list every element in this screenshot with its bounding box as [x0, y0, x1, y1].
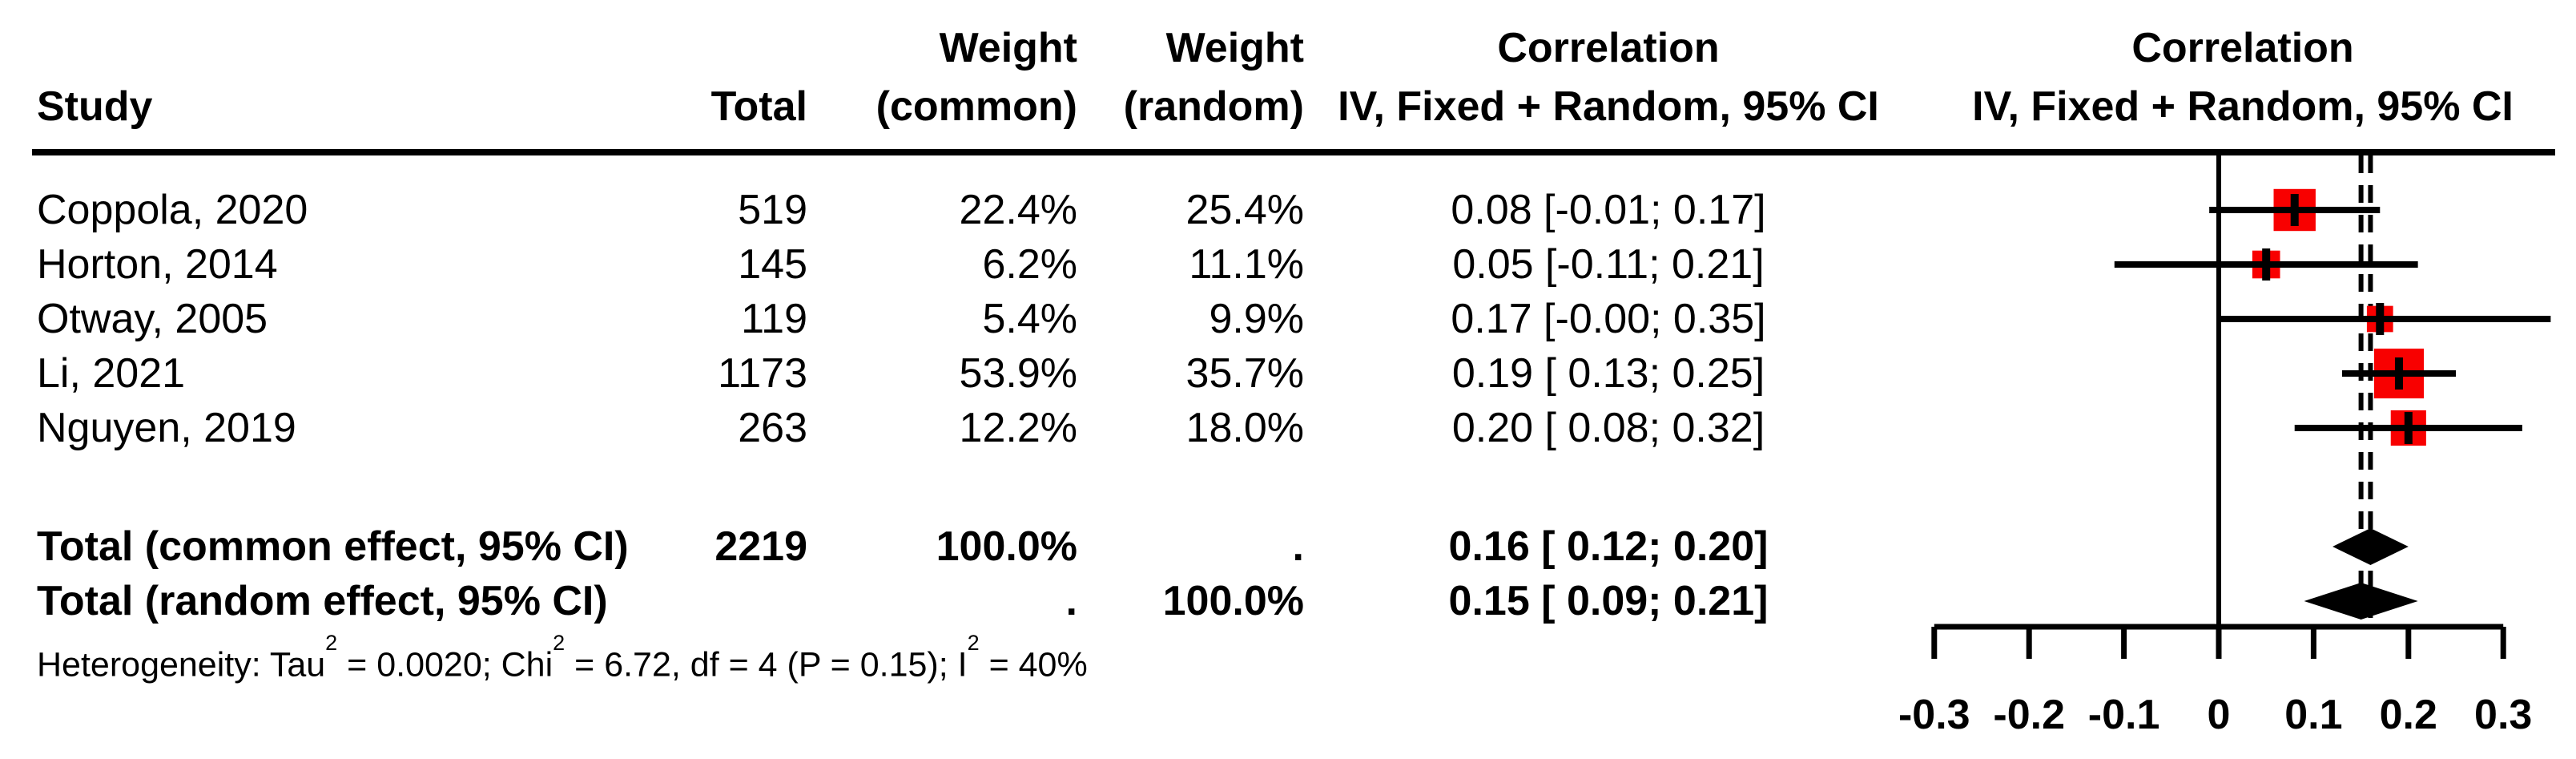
x-axis-tick-label: 0	[2208, 692, 2231, 738]
weight-random-value: 100.0%	[1162, 578, 1304, 624]
superscript-2: 2	[325, 631, 338, 655]
pooled-effect-diamond	[2304, 583, 2418, 620]
column-header-weight-random-top: Weight	[1165, 25, 1304, 71]
column-header-correlation-top: Correlation	[1497, 25, 1720, 71]
study-name: Coppola, 2020	[37, 187, 308, 233]
correlation-ci-text: 0.20 [ 0.08; 0.32]	[1451, 405, 1765, 451]
weight-random-value: 18.0%	[1185, 405, 1304, 451]
superscript-2: 2	[553, 631, 566, 655]
superscript-2: 2	[967, 631, 980, 655]
heterogeneity-note: Heterogeneity: Tau2 = 0.0020; Chi2 = 6.7…	[37, 631, 1088, 684]
heterogeneity-text: Heterogeneity: Tau	[37, 645, 326, 684]
plot-header-correlation-top: Correlation	[2131, 25, 2354, 71]
total-value: 145	[738, 241, 807, 288]
total-value: 2219	[714, 523, 807, 570]
point-estimate-marker	[2394, 357, 2403, 390]
weight-random-value: 35.7%	[1185, 350, 1304, 397]
weight-random-value: 9.9%	[1209, 296, 1304, 342]
x-axis-tick-label: -0.3	[1898, 692, 1970, 738]
weight-common-value: 5.4%	[982, 296, 1077, 342]
column-header-weight-random: (random)	[1123, 83, 1304, 130]
x-axis-tick-label: 0.2	[2380, 692, 2437, 738]
x-axis-tick-label: -0.1	[2088, 692, 2160, 738]
correlation-ci-text: 0.15 [ 0.09; 0.21]	[1448, 578, 1769, 624]
column-header-weight-common-top: Weight	[939, 25, 1077, 71]
weight-common-value: 53.9%	[959, 350, 1077, 397]
correlation-ci-text: 0.05 [-0.11; 0.21]	[1452, 241, 1765, 288]
study-name: Total (random effect, 95% CI)	[37, 578, 608, 624]
study-name: Nguyen, 2019	[37, 405, 296, 451]
correlation-ci-text: 0.17 [-0.00; 0.35]	[1451, 296, 1766, 342]
total-value: 519	[738, 187, 807, 233]
column-header-study: Study	[37, 83, 153, 130]
x-axis-tick-label: 0.1	[2284, 692, 2342, 738]
x-axis-tick-label: 0.3	[2474, 692, 2532, 738]
study-name: Total (common effect, 95% CI)	[37, 523, 629, 570]
study-name: Li, 2021	[37, 350, 186, 397]
column-header-total: Total	[710, 83, 807, 130]
study-name: Horton, 2014	[37, 241, 278, 288]
point-estimate-marker	[2404, 412, 2413, 444]
weight-common-value: 100.0%	[936, 523, 1077, 570]
weight-random-value: 11.1%	[1189, 241, 1304, 288]
plot-header-correlation-ci: IV, Fixed + Random, 95% CI	[1972, 83, 2514, 130]
weight-common-value: 12.2%	[959, 405, 1077, 451]
point-estimate-marker	[2290, 194, 2299, 226]
total-value: 119	[741, 296, 807, 342]
total-value: 263	[738, 405, 807, 451]
correlation-ci-text: 0.19 [ 0.13; 0.25]	[1451, 350, 1765, 397]
weight-common-value: .	[1065, 578, 1077, 624]
heterogeneity-text: = 6.72, df = 4 (P = 0.15); I	[565, 645, 968, 684]
weight-common-value: 6.2%	[982, 241, 1077, 288]
pooled-effect-diamond	[2332, 528, 2409, 565]
column-header-weight-common: (common)	[875, 83, 1077, 130]
point-estimate-marker	[2262, 248, 2271, 281]
heterogeneity-text: = 40%	[979, 645, 1088, 684]
weight-random-value: 25.4%	[1185, 187, 1304, 233]
weight-common-value: 22.4%	[959, 187, 1077, 233]
correlation-ci-text: 0.16 [ 0.12; 0.20]	[1448, 523, 1769, 570]
point-estimate-marker	[2376, 303, 2385, 335]
x-axis-tick-label: -0.2	[1993, 692, 2065, 738]
weight-random-value: .	[1292, 523, 1304, 570]
header-divider-rule	[32, 149, 2555, 155]
column-header-correlation-ci: IV, Fixed + Random, 95% CI	[1338, 83, 1879, 130]
heterogeneity-text: = 0.0020; Chi	[337, 645, 553, 684]
correlation-ci-text: 0.08 [-0.01; 0.17]	[1451, 187, 1766, 233]
study-name: Otway, 2005	[37, 296, 268, 342]
total-value: 1173	[718, 350, 807, 397]
